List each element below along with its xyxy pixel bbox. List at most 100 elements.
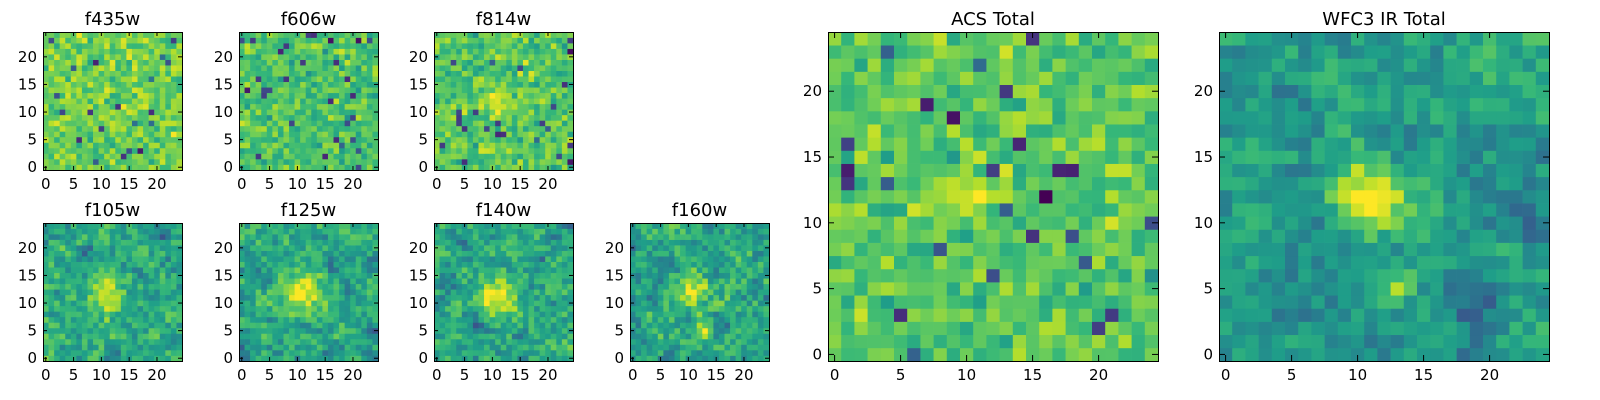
- heatmap-cell: [1144, 334, 1159, 349]
- heatmap-cell: [663, 256, 670, 262]
- heatmap-cell: [1012, 216, 1027, 230]
- heatmap-cell: [165, 327, 172, 334]
- heatmap-cell: [730, 311, 736, 318]
- heatmap-cell: [1118, 295, 1132, 309]
- heatmap-cell: [630, 322, 636, 329]
- heatmap-cell: [472, 109, 479, 116]
- heatmap-cell: [484, 316, 490, 323]
- heatmap-cell: [250, 54, 257, 60]
- heatmap-cell: [143, 136, 149, 143]
- heatmap-cell: [556, 261, 563, 268]
- heatmap-cell: [70, 349, 77, 356]
- heatmap-cell: [250, 70, 257, 77]
- heatmap-cell: [361, 76, 368, 83]
- heatmap-cell: [81, 59, 88, 66]
- heatmap-cell: [159, 327, 166, 334]
- heatmap-cell: [511, 98, 518, 105]
- heatmap-cell: [478, 256, 485, 262]
- heatmap-cell: [668, 333, 675, 340]
- heatmap-cell: [456, 114, 463, 121]
- heatmap-cell: [165, 37, 172, 44]
- heatmap-cell: [137, 316, 144, 323]
- heatmap-cell: [311, 267, 318, 274]
- heatmap-cell: [289, 43, 295, 49]
- heatmap-cell: [663, 228, 670, 235]
- heatmap-cell: [522, 76, 529, 83]
- heatmap-cell: [339, 114, 345, 121]
- heatmap-cell: [327, 103, 334, 110]
- heatmap-cell: [366, 289, 373, 296]
- heatmap-cell: [467, 272, 474, 279]
- heatmap-cell: [93, 283, 99, 290]
- heatmap-cell: [1078, 216, 1093, 230]
- heatmap-cell: [696, 327, 703, 334]
- heatmap-cell: [1105, 255, 1119, 270]
- heatmap-cell: [333, 289, 340, 296]
- heatmap-cell: [1105, 203, 1119, 217]
- heatmap-cell: [244, 344, 251, 351]
- heatmap-cell: [685, 349, 692, 356]
- heatmap-cell: [713, 267, 720, 274]
- heatmap-cell: [528, 120, 535, 127]
- heatmap-cell: [239, 305, 245, 312]
- heatmap-cell: [327, 322, 334, 329]
- heatmap-cell: [567, 32, 574, 38]
- heatmap-cell: [933, 242, 948, 257]
- heatmap-cell: [311, 43, 318, 49]
- heatmap-cell: [763, 267, 770, 274]
- heatmap-cell: [137, 349, 144, 356]
- heatmap-cell: [154, 272, 161, 279]
- heatmap-cell: [176, 76, 183, 83]
- heatmap-cell: [143, 355, 149, 362]
- heatmap-cell: [450, 322, 457, 329]
- heatmap-cell: [104, 164, 111, 171]
- heatmap-cell: [176, 278, 183, 285]
- heatmap-cell: [272, 59, 279, 66]
- heatmap-cell: [159, 344, 166, 351]
- heatmap-cell: [255, 65, 262, 71]
- heatmap-cell: [920, 308, 934, 322]
- heatmap-cell: [702, 261, 709, 268]
- heatmap-cell: [517, 120, 524, 127]
- heatmap-cell: [283, 70, 290, 77]
- heatmap-cell: [148, 261, 155, 268]
- heatmap-cell: [752, 333, 759, 340]
- heatmap-cell: [450, 65, 457, 71]
- heatmap-cell: [1026, 189, 1040, 204]
- heatmap-cell: [561, 223, 568, 229]
- heatmap-cell: [674, 349, 681, 356]
- heatmap-cell: [104, 305, 111, 312]
- heatmap-cell: [176, 223, 183, 229]
- heatmap-cell: [115, 256, 122, 262]
- heatmap-cell: [724, 239, 731, 246]
- heatmap-cell: [478, 234, 485, 240]
- heatmap-cell: [752, 294, 759, 301]
- heatmap-cell: [48, 250, 55, 257]
- heatmap-cell: [305, 70, 312, 77]
- heatmap-cell: [322, 43, 329, 49]
- heatmap-cell: [289, 76, 295, 83]
- heatmap-cell: [93, 98, 99, 105]
- heatmap-cell: [250, 92, 257, 99]
- heatmap-cell: [316, 327, 323, 334]
- heatmap-cell: [472, 43, 479, 49]
- heatmap-cell: [98, 245, 105, 251]
- heatmap-cell: [556, 76, 563, 83]
- heatmap-cell: [561, 278, 568, 285]
- heatmap-cell: [154, 54, 161, 60]
- heatmap-cell: [445, 98, 452, 105]
- heatmap-cell: [439, 76, 446, 83]
- heatmap-cell: [339, 239, 345, 246]
- heatmap-cell: [550, 48, 557, 55]
- heatmap-cell: [137, 114, 144, 121]
- heatmap-cell: [333, 114, 340, 121]
- heatmap-cell: [143, 48, 149, 55]
- heatmap-cell: [680, 267, 686, 274]
- heatmap-cell: [511, 272, 518, 279]
- heatmap-cell: [261, 234, 268, 240]
- heatmap-cell: [54, 316, 61, 323]
- heatmap-cell: [450, 283, 457, 290]
- heatmap-cell: [646, 344, 653, 351]
- heatmap-cell: [244, 228, 251, 235]
- heatmap-cell: [272, 65, 279, 71]
